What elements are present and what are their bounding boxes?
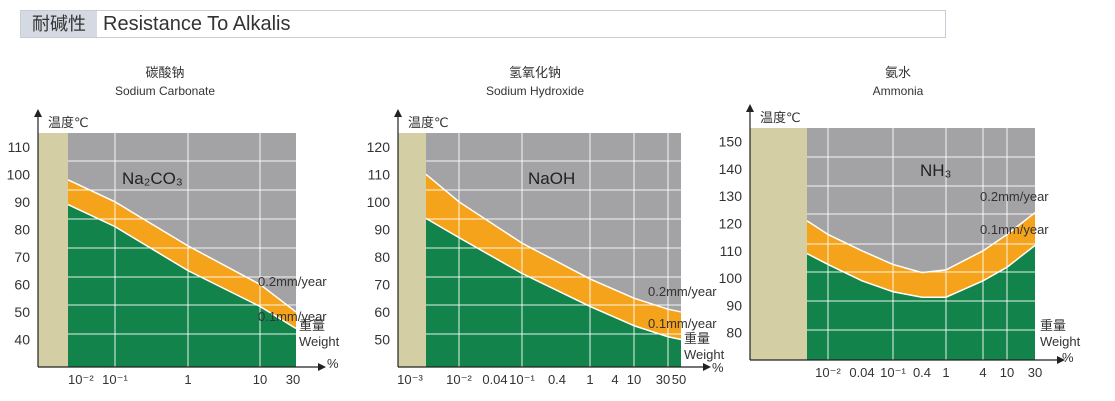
y-axis-arrow — [34, 109, 42, 117]
x-axis-arrow — [703, 363, 711, 371]
chart-formula: NH₃ — [920, 161, 951, 180]
x-axis-arrow — [318, 363, 326, 371]
chart-subtitle: Sodium Hydroxide — [486, 84, 584, 98]
y-tick-label: 120 — [719, 216, 743, 232]
curve-0.2mm-year — [425, 173, 682, 313]
curve-0.1mm-year — [67, 203, 297, 330]
weight-label-en: Weight — [684, 347, 725, 362]
x-tick-label: 10⁻¹ — [509, 372, 535, 387]
x-tick-label: 1 — [586, 372, 593, 387]
y-tick-label: 120 — [367, 139, 391, 155]
zone-0.1mm-year — [68, 204, 296, 367]
x-axis-unit: % — [1062, 350, 1074, 365]
x-tick-label: 10⁻² — [68, 372, 94, 387]
x-tick-label: 30 — [1028, 365, 1042, 380]
y-tick-label: 70 — [374, 276, 390, 292]
y-tick-label: 50 — [14, 304, 30, 320]
y-tick-label: 110 — [720, 243, 743, 259]
y-axis-label: 温度℃ — [48, 115, 89, 130]
y-tick-label: 150 — [719, 134, 743, 150]
y-tick-label: 70 — [14, 249, 30, 265]
x-tick-label: 1 — [184, 372, 191, 387]
x-tick-label: 10 — [253, 372, 267, 387]
x-tick-label: 10⁻¹ — [102, 372, 128, 387]
x-axis-arrow — [1057, 356, 1065, 364]
chart-subtitle: Sodium Carbonate — [115, 84, 215, 98]
chart-formula: Na₂CO₃ — [122, 169, 183, 188]
zone-0.1mm-year — [807, 245, 1035, 360]
x-tick-label: 30 — [286, 372, 300, 387]
y-tick-label: 130 — [719, 188, 743, 204]
x-axis-unit: % — [327, 356, 339, 371]
series-label-0.1mm-year: 0.1mm/year — [258, 309, 327, 324]
y-tick-label: 110 — [8, 139, 31, 155]
y-tick-label: 80 — [14, 221, 30, 237]
y-tick-label: 100 — [367, 194, 391, 210]
x-tick-label: 0.04 — [849, 365, 874, 380]
curve-0.1mm-year — [425, 217, 682, 341]
x-tick-label: 4 — [979, 365, 986, 380]
section-badge: 耐碱性 — [21, 11, 97, 37]
y-tick-label: 80 — [374, 249, 390, 265]
chart-formula: NaOH — [528, 169, 575, 188]
series-label-0.1mm-year: 0.1mm/year — [648, 316, 717, 331]
series-label-0.2mm-year: 0.2mm/year — [980, 189, 1049, 204]
series-label-0.2mm-year: 0.2mm/year — [648, 284, 717, 299]
x-tick-label: 10⁻³ — [397, 372, 423, 387]
x-tick-label: 0.04 — [482, 372, 507, 387]
chart-title: 氢氧化钠 — [509, 65, 561, 80]
chart-subtitle: Ammonia — [873, 84, 924, 98]
section-title: Resistance To Alkalis — [103, 13, 291, 35]
y-tick-label: 90 — [374, 221, 390, 237]
y-axis-arrow — [746, 104, 754, 112]
curve-0.2mm-year — [806, 212, 1036, 274]
weight-label-cn: 重量 — [684, 331, 710, 346]
x-tick-label: 10⁻² — [446, 372, 472, 387]
y-tick-label: 90 — [14, 194, 30, 210]
x-tick-label: 10⁻² — [815, 365, 841, 380]
x-tick-label: 30 — [656, 372, 670, 387]
x-tick-label: 50 — [672, 372, 686, 387]
weight-label-cn: 重量 — [1040, 318, 1066, 333]
weight-label-en: Weight — [299, 334, 340, 349]
y-tick-label: 60 — [374, 304, 390, 320]
y-tick-label: 80 — [726, 325, 742, 341]
series-label-0.1mm-year: 0.1mm/year — [980, 222, 1049, 237]
weight-label-en: Weight — [1040, 334, 1081, 349]
low-concentration-strip — [750, 128, 807, 360]
y-tick-label: 50 — [374, 331, 390, 347]
y-tick-label: 60 — [14, 276, 30, 292]
y-tick-label: 100 — [7, 166, 31, 182]
curve-0.2mm-year — [67, 179, 297, 313]
low-concentration-strip — [38, 133, 68, 367]
x-tick-label: 1 — [942, 365, 949, 380]
y-tick-label: 110 — [368, 166, 391, 182]
low-concentration-strip — [398, 133, 426, 367]
y-tick-label: 100 — [719, 270, 743, 286]
y-axis-arrow — [394, 109, 402, 117]
y-tick-label: 40 — [14, 331, 30, 347]
x-tick-label: 10⁻¹ — [880, 365, 906, 380]
x-tick-label: 0.4 — [913, 365, 931, 380]
curve-0.1mm-year — [806, 244, 1036, 298]
x-tick-label: 4 — [611, 372, 618, 387]
y-tick-label: 90 — [726, 297, 742, 313]
y-axis-label: 温度℃ — [408, 115, 449, 130]
x-axis-unit: % — [712, 360, 724, 375]
x-tick-label: 10 — [1000, 365, 1014, 380]
y-tick-label: 140 — [719, 161, 743, 177]
x-tick-label: 0.4 — [548, 372, 566, 387]
chart-title: 氨水 — [885, 65, 911, 80]
section-header: 耐碱性 Resistance To Alkalis — [20, 10, 946, 38]
series-label-0.2mm-year: 0.2mm/year — [258, 274, 327, 289]
y-axis-label: 温度℃ — [760, 110, 801, 125]
weight-label-cn: 重量 — [299, 318, 325, 333]
chart-title: 碳酸钠 — [145, 65, 184, 80]
x-tick-label: 10 — [627, 372, 641, 387]
